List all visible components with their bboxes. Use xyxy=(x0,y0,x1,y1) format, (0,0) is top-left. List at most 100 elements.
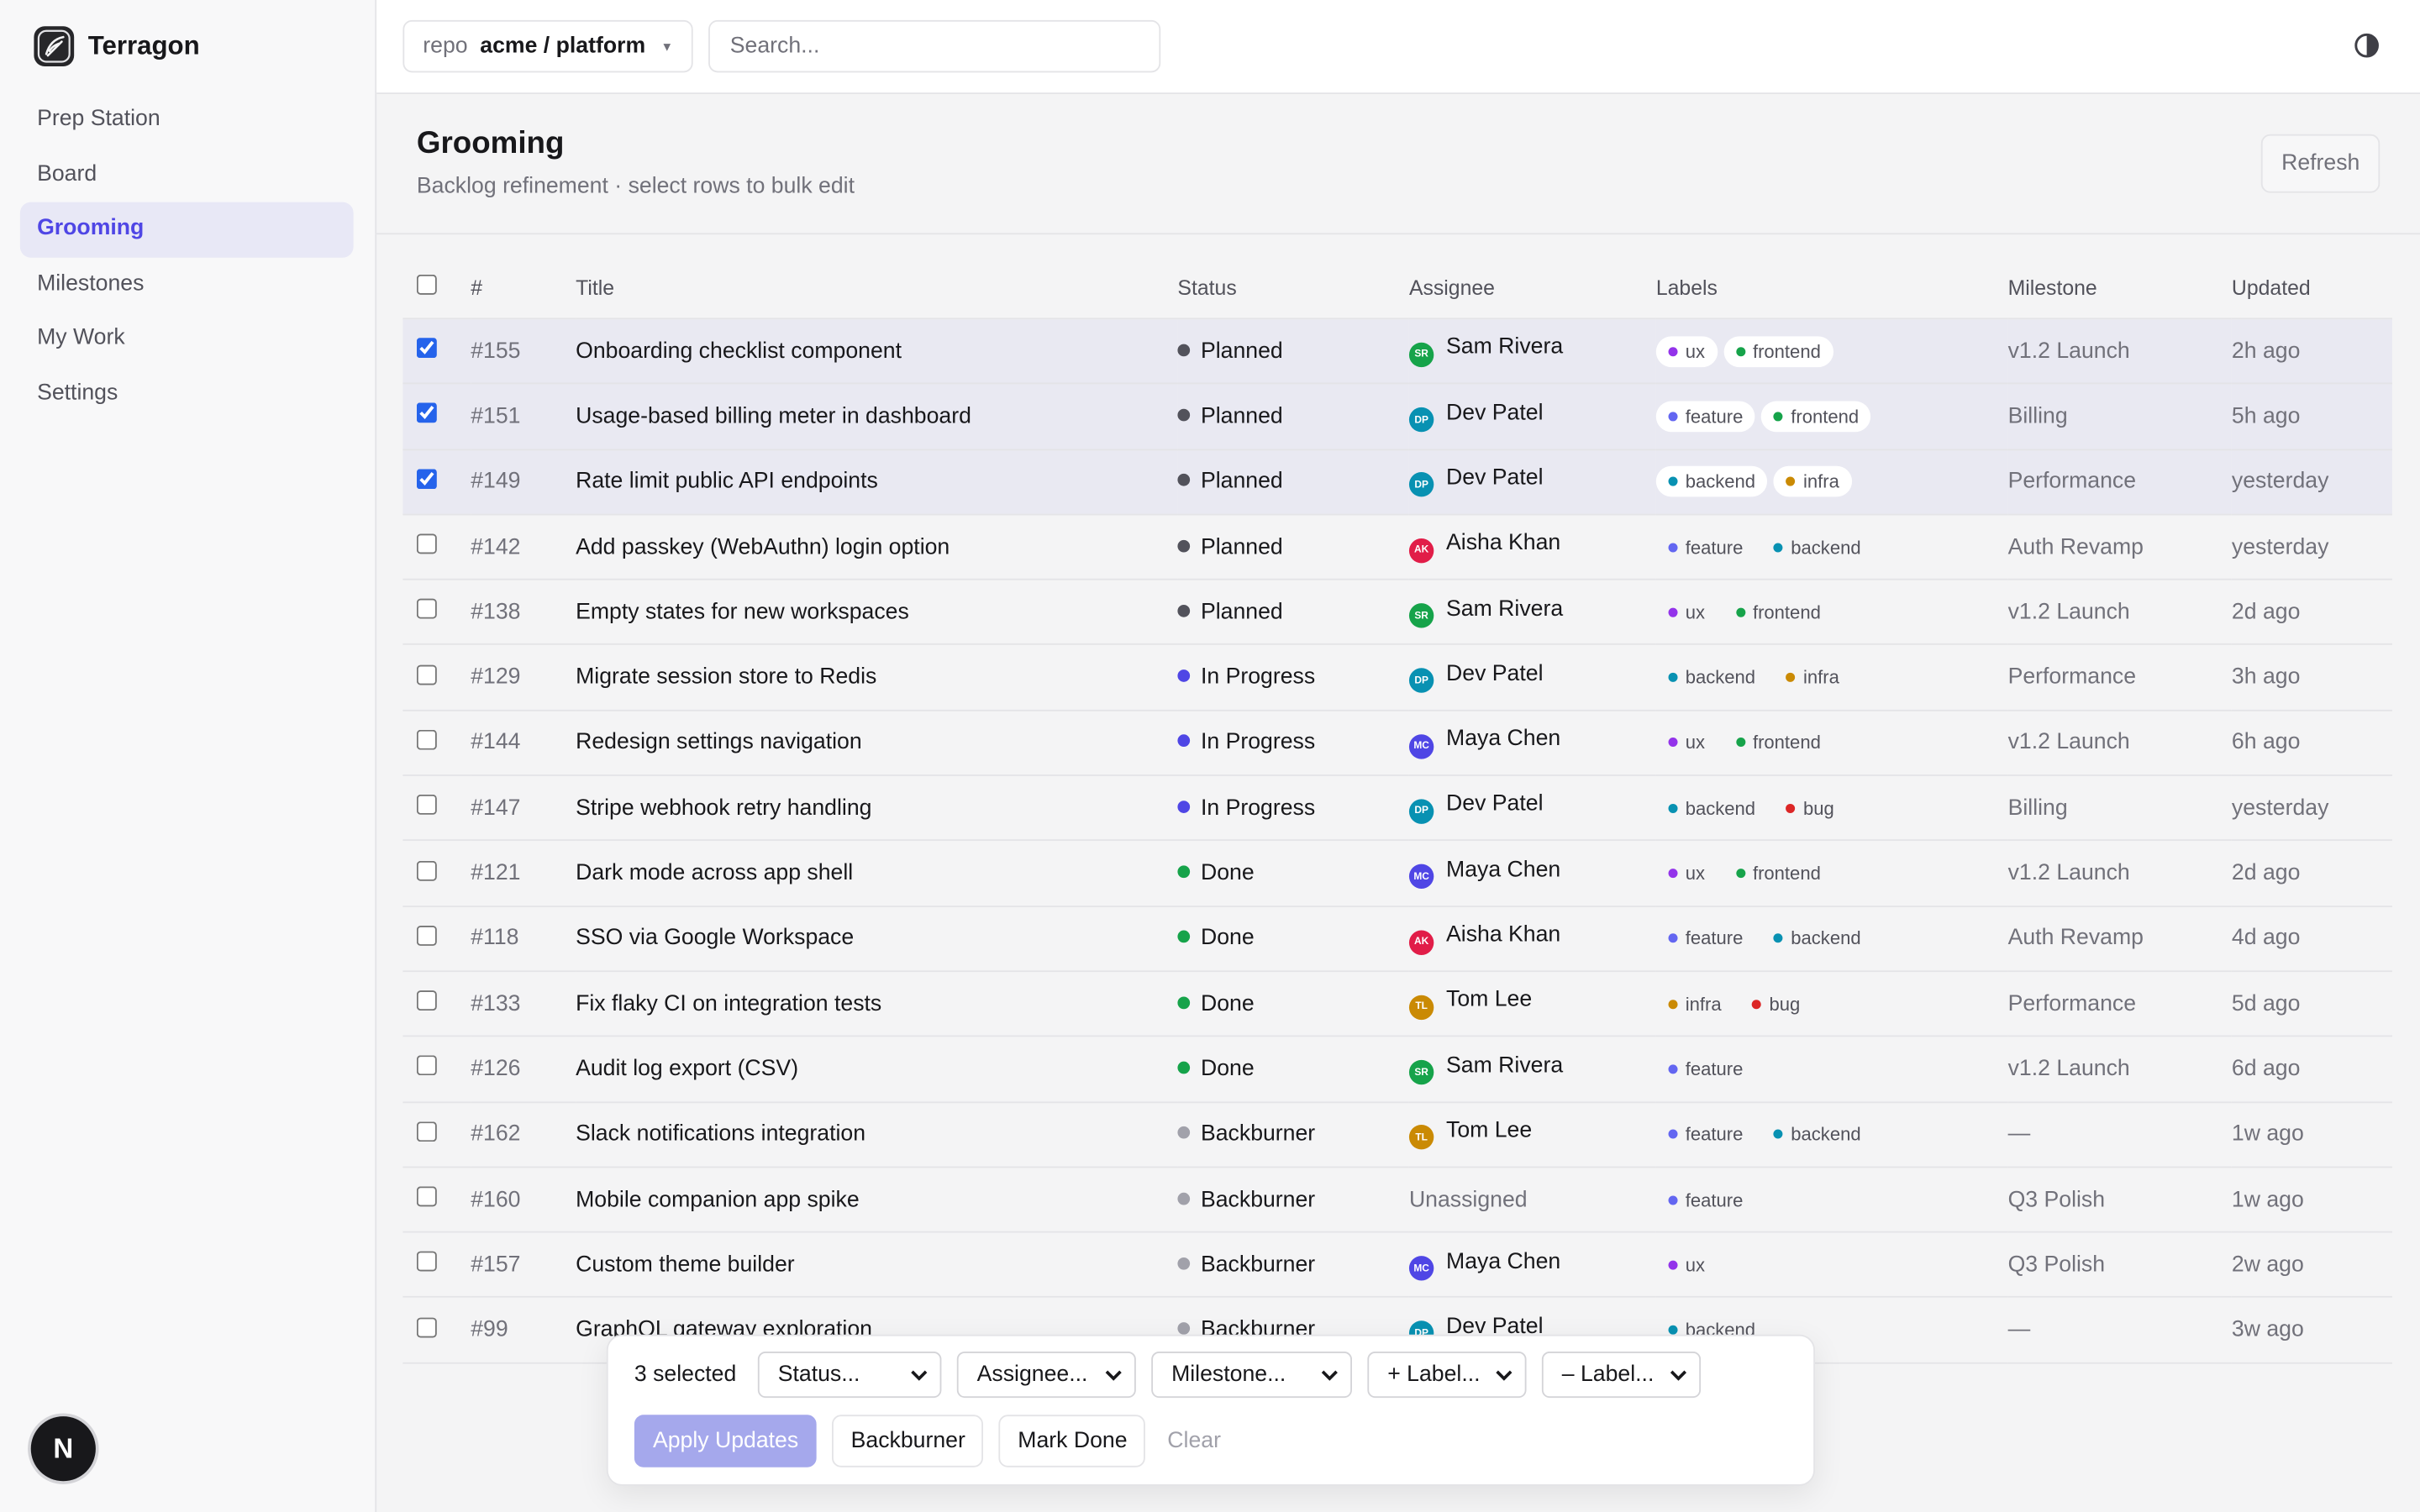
backburner-button[interactable]: Backburner xyxy=(832,1415,984,1467)
bulk-select[interactable]: Status... xyxy=(757,1351,942,1399)
bulk-select[interactable]: Milestone... xyxy=(1151,1351,1352,1399)
column-header: Assignee xyxy=(1408,275,1495,299)
nav-item[interactable]: Grooming xyxy=(19,202,354,257)
row-checkbox[interactable] xyxy=(416,925,437,946)
select-cell xyxy=(402,1296,471,1364)
select-all[interactable] xyxy=(416,274,437,295)
label-dot xyxy=(1668,869,1678,879)
theme-toggle[interactable] xyxy=(2354,33,2380,59)
label-chip: ux xyxy=(1656,727,1718,759)
assignee-cell: AK Aisha Khan xyxy=(1408,905,1656,972)
refresh-button[interactable]: Refresh xyxy=(2261,134,2381,193)
issue-row[interactable]: #144 Redesign settings navigation In Progr… xyxy=(402,709,2392,776)
issue-row[interactable]: #151 Usage-based billing meter in dashboa… xyxy=(402,383,2392,449)
search-input[interactable]: Search... xyxy=(708,19,1161,73)
updated: 1w ago xyxy=(2231,1166,2392,1232)
issue-row[interactable]: #126 Audit log export (CSV) Done SR Sam Rive… xyxy=(402,1035,2392,1102)
row-checkbox[interactable] xyxy=(416,1056,437,1076)
caret: ▼ xyxy=(660,39,674,54)
bulk-bar: 3 selected Status... Assignee... Milestone… xyxy=(606,1334,1816,1486)
row-checkbox[interactable] xyxy=(416,664,437,685)
label-dot xyxy=(1668,346,1678,356)
avatar: SR xyxy=(1408,603,1434,628)
label-name: frontend xyxy=(1752,862,1821,885)
column-header: Title xyxy=(576,275,615,299)
label-name: bug xyxy=(1769,993,1801,1015)
bulk-select[interactable]: – Label... xyxy=(1541,1351,1702,1399)
issue-row[interactable]: #138 Empty states for new workspaces Plann… xyxy=(402,579,2392,645)
label-name: ux xyxy=(1685,732,1706,754)
clear-button[interactable]: Clear xyxy=(1160,1416,1228,1466)
page-title: Grooming xyxy=(416,126,565,161)
row-checkbox[interactable] xyxy=(416,1316,437,1337)
avatar: MC xyxy=(1408,1256,1434,1281)
updated: 2h ago xyxy=(2231,318,2392,384)
nav-item[interactable]: Milestones xyxy=(37,270,145,296)
label-name: backend xyxy=(1791,1123,1861,1146)
row-checkbox[interactable] xyxy=(416,599,437,620)
issue-id: #138 xyxy=(471,579,576,645)
issue-row[interactable]: #160 Mobile companion app spike Backburner… xyxy=(402,1166,2392,1232)
nav-item[interactable]: Settings xyxy=(37,380,118,406)
assignee: Sam Rivera xyxy=(1446,335,1564,360)
row-checkbox[interactable] xyxy=(416,795,437,816)
label-name: ux xyxy=(1685,1253,1706,1276)
bulk-select[interactable]: Assignee... xyxy=(956,1351,1136,1399)
status-cell: Backburner xyxy=(1177,1166,1409,1232)
issue-row[interactable]: #133 Fix flaky CI on integration tests Don… xyxy=(402,970,2392,1037)
label-chip: feature xyxy=(1656,1184,1755,1215)
status-dot xyxy=(1177,1061,1191,1074)
label-name: backend xyxy=(1685,666,1756,689)
row-checkbox[interactable] xyxy=(416,990,437,1011)
avatar: MC xyxy=(1408,733,1434,759)
badge[interactable]: N xyxy=(30,1416,96,1482)
status: Backburner xyxy=(1200,1121,1316,1147)
label-name: bug xyxy=(1802,797,1834,819)
row-checkbox[interactable] xyxy=(416,1186,437,1207)
issue-row[interactable]: #147 Stripe webhook retry handling In Prog… xyxy=(402,774,2392,841)
row-checkbox[interactable] xyxy=(416,1121,437,1142)
labels-cell: feature xyxy=(1655,1166,2008,1232)
label-name: infra xyxy=(1685,993,1722,1015)
label-chip: frontend xyxy=(1723,727,1833,759)
issue-row[interactable]: #149 Rate limit public API endpoints Plann… xyxy=(402,448,2392,515)
issue-row[interactable]: #129 Migrate session store to Redis In Pro… xyxy=(402,643,2392,711)
mark-done-button[interactable]: Mark Done xyxy=(999,1415,1146,1467)
label-chip: frontend xyxy=(1723,335,1833,367)
page-header: Grooming Backlog refinement · select row… xyxy=(376,94,2420,235)
status-dot xyxy=(1177,931,1191,943)
select-text: Assignee... xyxy=(976,1362,1088,1388)
issue-row[interactable]: #121 Dark mode across app shell Done MC Maya… xyxy=(402,839,2392,906)
issue-row[interactable]: #155 Onboarding checklist component Planne… xyxy=(402,318,2392,384)
row-checkbox[interactable] xyxy=(416,1252,437,1273)
status: Planned xyxy=(1200,600,1283,625)
row-checkbox[interactable] xyxy=(416,468,437,489)
nav-item[interactable]: Prep Station xyxy=(37,106,160,132)
row-checkbox[interactable] xyxy=(416,338,437,359)
bulk-select[interactable]: + Label... xyxy=(1367,1351,1527,1399)
labels-cell: infra bug xyxy=(1655,970,2008,1037)
issue-id: #118 xyxy=(471,905,576,972)
label-chip: bug xyxy=(1774,793,1846,824)
row-checkbox[interactable] xyxy=(416,729,437,750)
labels-cell: backend xyxy=(1655,1296,2008,1364)
label-dot xyxy=(1668,607,1678,617)
labels-cell: feature xyxy=(1655,1035,2008,1102)
select-cell xyxy=(402,318,471,384)
select-text: Milestone... xyxy=(1171,1362,1286,1388)
issue-row[interactable]: #142 Add passkey (WebAuthn) login option P… xyxy=(402,513,2392,580)
issue-row[interactable]: #118 SSO via Google Workspace Done AK Aisha … xyxy=(402,905,2392,972)
nav-item[interactable]: My Work xyxy=(37,325,125,350)
apply-button[interactable]: Apply Updates xyxy=(634,1415,818,1467)
row-checkbox[interactable] xyxy=(416,533,437,554)
issue-row[interactable]: #157 Custom theme builder Backburner MC Maya… xyxy=(402,1231,2392,1298)
repo-picker[interactable]: repo acme / platform ▼ xyxy=(402,19,693,73)
select-cell xyxy=(402,774,471,841)
status-dot xyxy=(1177,1322,1191,1335)
row-checkbox[interactable] xyxy=(416,403,437,424)
label-name: frontend xyxy=(1752,601,1821,623)
row-checkbox[interactable] xyxy=(416,860,437,880)
nav-item[interactable]: Board xyxy=(37,160,97,186)
milestone: v1.2 Launch xyxy=(2007,1035,2232,1102)
issue-row[interactable]: #162 Slack notifications integration Backb… xyxy=(402,1100,2392,1168)
